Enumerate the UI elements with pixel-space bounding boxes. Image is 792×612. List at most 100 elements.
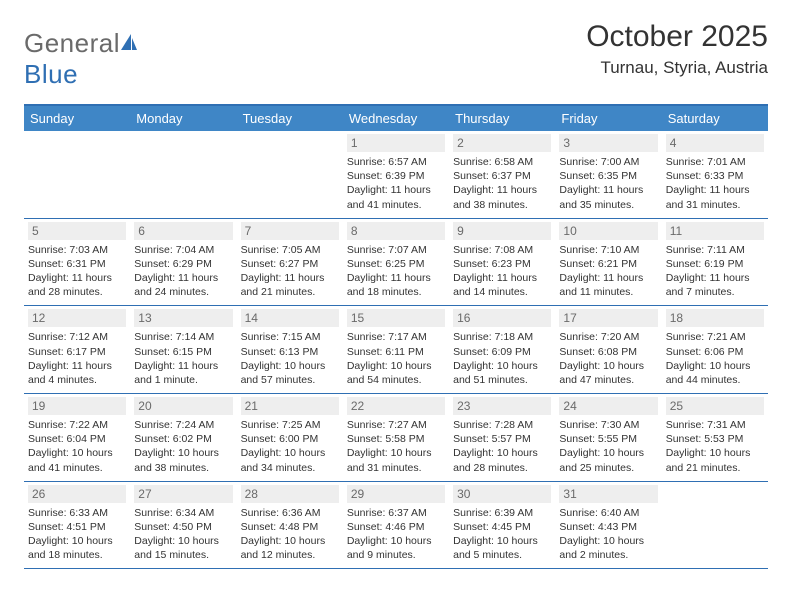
- sunrise-line: Sunrise: 7:07 AM: [347, 243, 445, 257]
- daylight-line: Daylight: 10 hours and 51 minutes.: [453, 359, 551, 387]
- sunrise-line: Sunrise: 7:24 AM: [134, 418, 232, 432]
- day-info: Sunrise: 7:05 AMSunset: 6:27 PMDaylight:…: [241, 243, 339, 300]
- day-info: Sunrise: 7:07 AMSunset: 6:25 PMDaylight:…: [347, 243, 445, 300]
- daylight-line: Daylight: 10 hours and 57 minutes.: [241, 359, 339, 387]
- day-number: 4: [666, 134, 764, 152]
- day-number: 7: [241, 222, 339, 240]
- brand-text-1: General: [24, 28, 120, 58]
- day-info: Sunrise: 6:36 AMSunset: 4:48 PMDaylight:…: [241, 506, 339, 563]
- day-info: Sunrise: 7:00 AMSunset: 6:35 PMDaylight:…: [559, 155, 657, 212]
- sunrise-line: Sunrise: 7:00 AM: [559, 155, 657, 169]
- calendar-cell: 25 Sunrise: 7:31 AMSunset: 5:53 PMDayligh…: [662, 394, 768, 481]
- day-number: 10: [559, 222, 657, 240]
- sunrise-line: Sunrise: 7:10 AM: [559, 243, 657, 257]
- day-of-week-label: Friday: [555, 106, 661, 131]
- sunrise-line: Sunrise: 7:20 AM: [559, 330, 657, 344]
- calendar-cell: 23Sunrise: 7:28 AMSunset: 5:57 PMDayligh…: [449, 394, 555, 481]
- calendar-cell: 11Sunrise: 7:11 AMSunset: 6:19 PMDayligh…: [662, 219, 768, 306]
- sail-icon: [118, 32, 140, 52]
- calendar-cell: 12Sunrise: 7:12 AMSunset: 6:17 PMDayligh…: [24, 306, 130, 393]
- day-number: 13: [134, 309, 232, 327]
- daylight-line: Daylight: 10 hours and 44 minutes.: [666, 359, 764, 387]
- sunset-line: Sunset: 4:50 PM: [134, 520, 232, 534]
- day-of-week-label: Tuesday: [237, 106, 343, 131]
- calendar-page: GeneralBlue October 2025 Turnau, Styria,…: [0, 0, 792, 589]
- day-of-week-row: SundayMondayTuesdayWednesdayThursdayFrid…: [24, 106, 768, 131]
- day-number: 18: [666, 309, 764, 327]
- daylight-line: Daylight: 11 hours and 24 minutes.: [134, 271, 232, 299]
- sunset-line: Sunset: 4:45 PM: [453, 520, 551, 534]
- month-title: October 2025: [586, 20, 768, 54]
- day-of-week-label: Wednesday: [343, 106, 449, 131]
- day-info: Sunrise: 7:24 AMSunset: 6:02 PMDaylight:…: [134, 418, 232, 475]
- calendar-cell-empty: .: [237, 131, 343, 218]
- daylight-line: Daylight: 10 hours and 2 minutes.: [559, 534, 657, 562]
- sunset-line: Sunset: 4:51 PM: [28, 520, 126, 534]
- calendar-cell: 3Sunrise: 7:00 AMSunset: 6:35 PMDaylight…: [555, 131, 661, 218]
- calendar-cell: 2Sunrise: 6:58 AMSunset: 6:37 PMDaylight…: [449, 131, 555, 218]
- daylight-line: Daylight: 10 hours and 21 minutes.: [666, 446, 764, 474]
- sunset-line: Sunset: 6:04 PM: [28, 432, 126, 446]
- sunrise-line: Sunrise: 6:37 AM: [347, 506, 445, 520]
- day-number: 29: [347, 485, 445, 503]
- day-number: 23: [453, 397, 551, 415]
- sunrise-line: Sunrise: 6:33 AM: [28, 506, 126, 520]
- sunrise-line: Sunrise: 7:12 AM: [28, 330, 126, 344]
- calendar-cell: 17 Sunrise: 7:20 AMSunset: 6:08 PMDayligh…: [555, 306, 661, 393]
- daylight-line: Daylight: 10 hours and 18 minutes.: [28, 534, 126, 562]
- daylight-line: Daylight: 11 hours and 11 minutes.: [559, 271, 657, 299]
- sunset-line: Sunset: 6:25 PM: [347, 257, 445, 271]
- day-info: Sunrise: 7:30 AMSunset: 5:55 PMDaylight:…: [559, 418, 657, 475]
- brand-text-2: Blue: [24, 59, 78, 89]
- calendar-cell: 14Sunrise: 7:15 AMSunset: 6:13 PMDayligh…: [237, 306, 343, 393]
- day-number: 1: [347, 134, 445, 152]
- sunrise-line: Sunrise: 6:36 AM: [241, 506, 339, 520]
- calendar-cell: 26Sunrise: 6:33 AMSunset: 4:51 PMDayligh…: [24, 482, 130, 569]
- calendar-cell: 29Sunrise: 6:37 AMSunset: 4:46 PMDayligh…: [343, 482, 449, 569]
- sunset-line: Sunset: 6:39 PM: [347, 169, 445, 183]
- sunset-line: Sunset: 6:00 PM: [241, 432, 339, 446]
- day-info: Sunrise: 7:20 AMSunset: 6:08 PMDaylight:…: [559, 330, 657, 387]
- day-info: Sunrise: 6:34 AMSunset: 4:50 PMDaylight:…: [134, 506, 232, 563]
- day-of-week-label: Thursday: [449, 106, 555, 131]
- day-info: Sunrise: 7:12 AMSunset: 6:17 PMDaylight:…: [28, 330, 126, 387]
- calendar-cell: 24Sunrise: 7:30 AMSunset: 5:55 PMDayligh…: [555, 394, 661, 481]
- calendar-cell: 10 Sunrise: 7:10 AMSunset: 6:21 PMDayligh…: [555, 219, 661, 306]
- daylight-line: Daylight: 10 hours and 25 minutes.: [559, 446, 657, 474]
- day-number: 21: [241, 397, 339, 415]
- sunrise-line: Sunrise: 7:17 AM: [347, 330, 445, 344]
- day-number: 15: [347, 309, 445, 327]
- day-number: 20: [134, 397, 232, 415]
- sunrise-line: Sunrise: 7:03 AM: [28, 243, 126, 257]
- sunrise-line: Sunrise: 7:22 AM: [28, 418, 126, 432]
- sunset-line: Sunset: 6:27 PM: [241, 257, 339, 271]
- daylight-line: Daylight: 11 hours and 4 minutes.: [28, 359, 126, 387]
- sunset-line: Sunset: 6:02 PM: [134, 432, 232, 446]
- daylight-line: Daylight: 10 hours and 41 minutes.: [28, 446, 126, 474]
- sunset-line: Sunset: 6:21 PM: [559, 257, 657, 271]
- sunrise-line: Sunrise: 7:11 AM: [666, 243, 764, 257]
- day-info: Sunrise: 7:31 AMSunset: 5:53 PMDaylight:…: [666, 418, 764, 475]
- title-block: October 2025 Turnau, Styria, Austria: [586, 20, 768, 78]
- sunset-line: Sunset: 5:53 PM: [666, 432, 764, 446]
- day-number: 25: [666, 397, 764, 415]
- calendar-week-row: 26Sunrise: 6:33 AMSunset: 4:51 PMDayligh…: [24, 482, 768, 570]
- day-number: 28: [241, 485, 339, 503]
- calendar-cell: 20 Sunrise: 7:24 AMSunset: 6:02 PMDayligh…: [130, 394, 236, 481]
- daylight-line: Daylight: 11 hours and 41 minutes.: [347, 183, 445, 211]
- day-number: 17: [559, 309, 657, 327]
- day-info: Sunrise: 7:04 AMSunset: 6:29 PMDaylight:…: [134, 243, 232, 300]
- calendar-cell: 16Sunrise: 7:18 AMSunset: 6:09 PMDayligh…: [449, 306, 555, 393]
- day-number: 14: [241, 309, 339, 327]
- sunset-line: Sunset: 6:35 PM: [559, 169, 657, 183]
- sunrise-line: Sunrise: 7:30 AM: [559, 418, 657, 432]
- day-of-week-label: Monday: [130, 106, 236, 131]
- calendar-cell: 21Sunrise: 7:25 AMSunset: 6:00 PMDayligh…: [237, 394, 343, 481]
- day-info: Sunrise: 7:18 AMSunset: 6:09 PMDaylight:…: [453, 330, 551, 387]
- calendar-cell: 28 Sunrise: 6:36 AMSunset: 4:48 PMDayligh…: [237, 482, 343, 569]
- day-info: Sunrise: 6:33 AMSunset: 4:51 PMDaylight:…: [28, 506, 126, 563]
- sunrise-line: Sunrise: 6:57 AM: [347, 155, 445, 169]
- calendar-cell: 5Sunrise: 7:03 AMSunset: 6:31 PMDaylight…: [24, 219, 130, 306]
- day-info: Sunrise: 7:22 AMSunset: 6:04 PMDaylight:…: [28, 418, 126, 475]
- sunset-line: Sunset: 6:09 PM: [453, 345, 551, 359]
